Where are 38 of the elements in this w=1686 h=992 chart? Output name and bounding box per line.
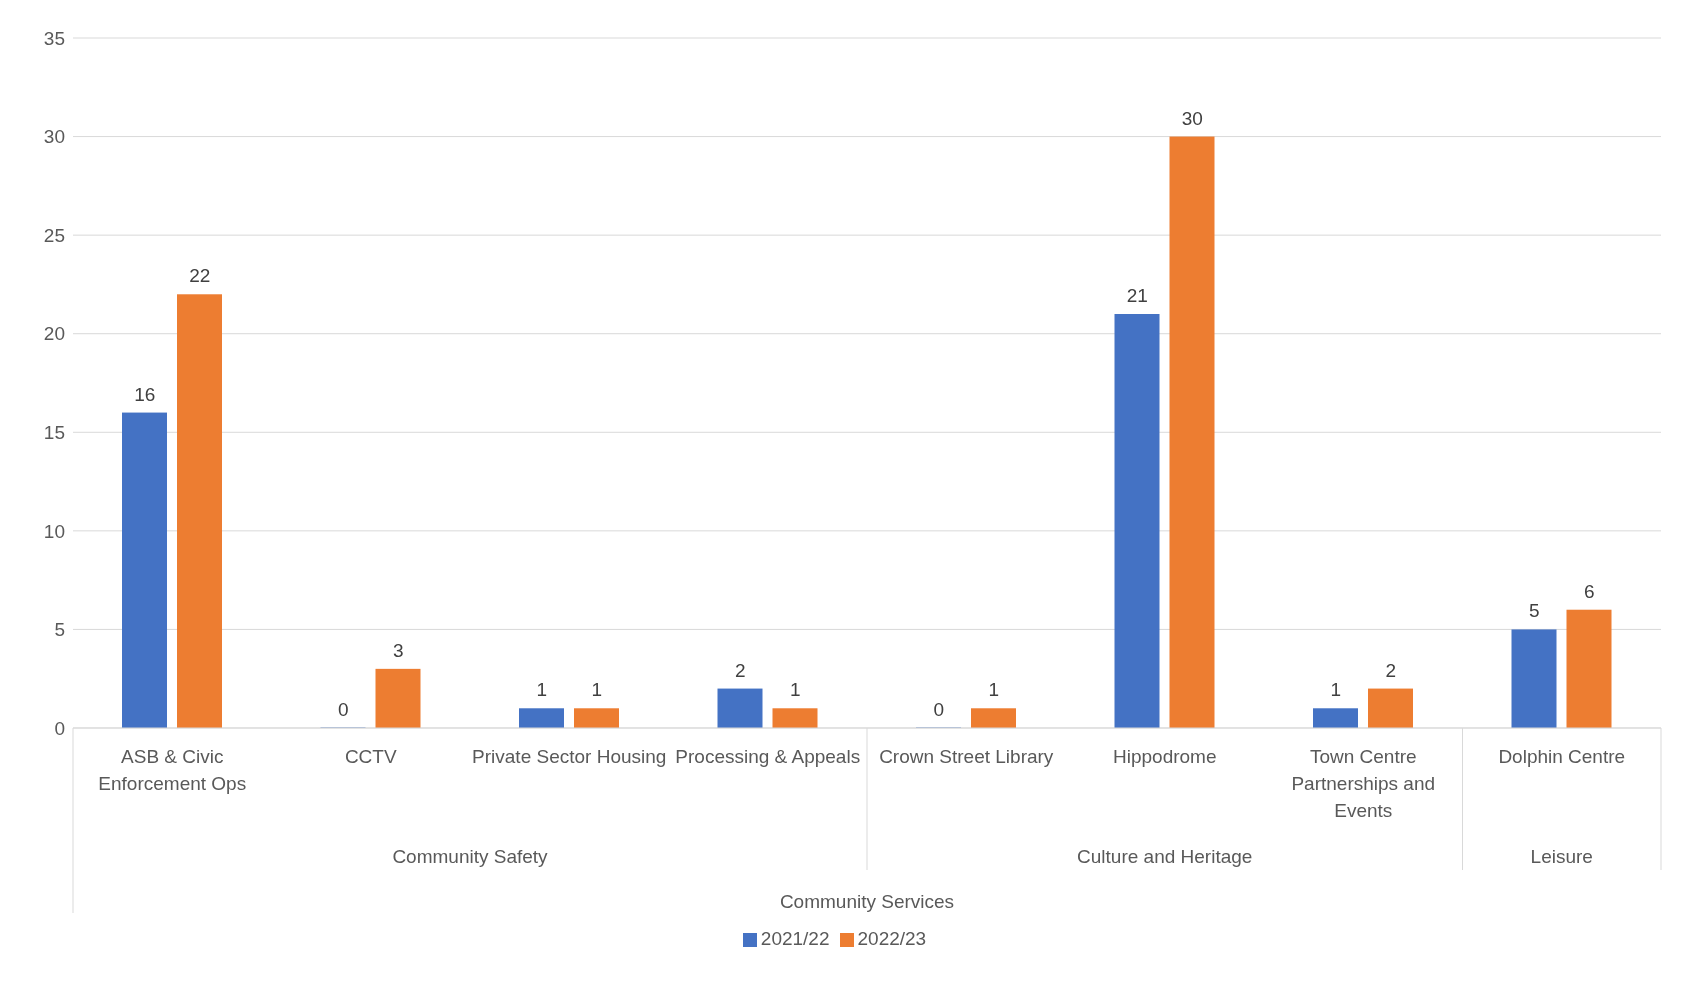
x-tick-label: Town Centre Partnerships and Events <box>1291 746 1436 822</box>
data-label: 16 <box>134 383 156 405</box>
data-label: 1 <box>536 679 548 701</box>
x-tick-label: CCTV <box>344 746 397 768</box>
data-label: 5 <box>1528 600 1540 622</box>
data-label: 1 <box>591 679 603 701</box>
x-tick-label: Dolphin Centre <box>1498 746 1626 768</box>
data-label: 2 <box>1385 659 1397 681</box>
text: Community Services <box>779 891 955 912</box>
x-tick-label: Processing & Appeals <box>675 746 861 768</box>
text: Leisure <box>1530 846 1593 867</box>
data-label: 3 <box>392 639 404 661</box>
legend-label: 2022/23 <box>857 928 927 949</box>
data-label: 1 <box>1330 679 1342 701</box>
legend-label: 2021/22 <box>760 928 830 949</box>
data-label: 1 <box>988 679 1000 701</box>
data-label: 21 <box>1126 285 1148 306</box>
data-label: 0 <box>337 699 349 720</box>
data-label: 2 <box>734 659 746 681</box>
data-label: 1 <box>789 679 801 701</box>
y-tick-label: 15 <box>43 422 65 444</box>
data-label: 0 <box>933 699 945 720</box>
data-label: 6 <box>1583 580 1595 602</box>
data-label: 30 <box>1181 107 1203 129</box>
text: Culture and Heritage <box>1077 846 1253 867</box>
y-tick-label: 35 <box>43 27 65 49</box>
y-tick-label: 5 <box>54 619 65 641</box>
y-tick-label: 20 <box>43 323 65 345</box>
y-tick-label: 0 <box>54 717 65 739</box>
y-tick-label: 25 <box>43 224 65 246</box>
y-tick-label: 30 <box>43 126 65 148</box>
x-tick-label: Hippodrome <box>1113 746 1217 768</box>
data-label: 22 <box>189 265 211 287</box>
x-tick-label: Crown Street Library <box>879 746 1054 768</box>
x-tick-label: Private Sector Housing <box>472 746 667 768</box>
y-tick-label: 10 <box>43 520 65 542</box>
text: Community Safety <box>392 846 549 867</box>
x-tick-label: ASB & Civic Enforcement Ops <box>98 746 247 795</box>
